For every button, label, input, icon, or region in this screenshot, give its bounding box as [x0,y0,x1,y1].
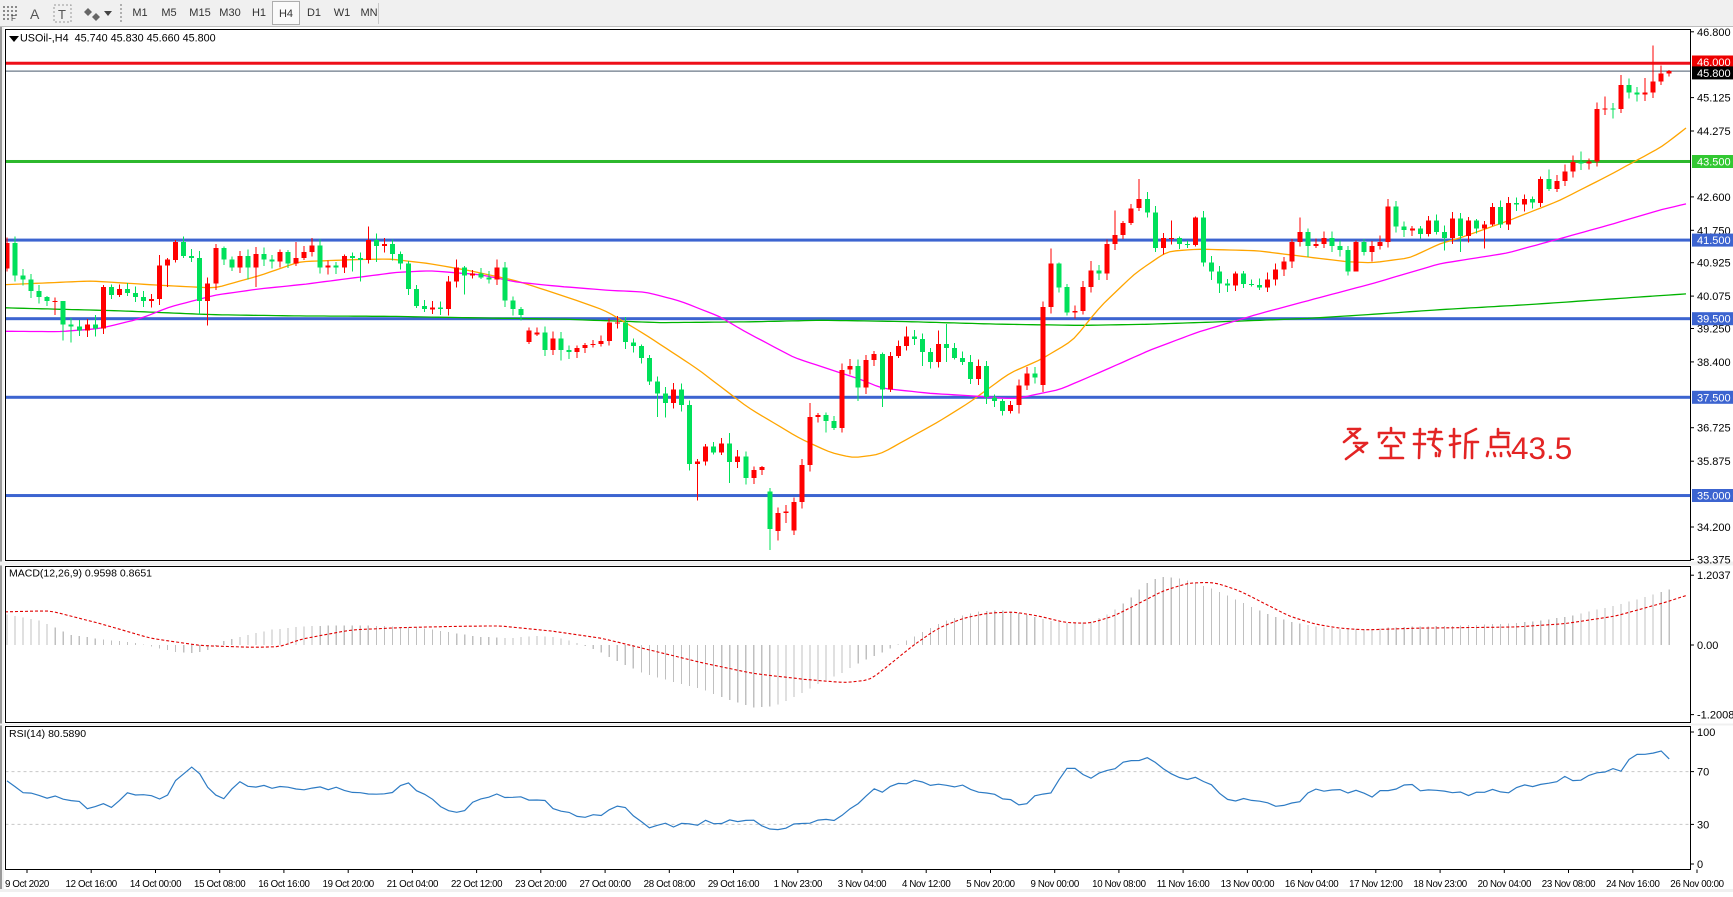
svg-text:A: A [30,6,40,22]
svg-text:37.500: 37.500 [1697,392,1731,404]
svg-text:34.200: 34.200 [1697,522,1731,534]
svg-text:0.00: 0.00 [1697,640,1718,652]
svg-text:33.375: 33.375 [1697,554,1731,566]
svg-text:30: 30 [1697,819,1709,831]
svg-text:27 Oct 00:00: 27 Oct 00:00 [579,879,631,890]
svg-text:28 Oct 08:00: 28 Oct 08:00 [644,879,696,890]
svg-text:40.925: 40.925 [1697,258,1731,270]
svg-text:10 Nov 08:00: 10 Nov 08:00 [1092,879,1146,890]
svg-text:9 Nov 00:00: 9 Nov 00:00 [1030,879,1079,890]
svg-text:46.000: 46.000 [1697,57,1731,69]
svg-text:24 Nov 16:00: 24 Nov 16:00 [1606,879,1660,890]
svg-text:1 Nov 23:00: 1 Nov 23:00 [774,879,823,890]
svg-text:RSI(14) 80.5890: RSI(14) 80.5890 [9,728,86,740]
svg-text:40.075: 40.075 [1697,291,1731,303]
svg-text:13 Nov 00:00: 13 Nov 00:00 [1221,879,1275,890]
svg-text:19 Oct 20:00: 19 Oct 20:00 [323,879,375,890]
svg-text:26 Nov 00:00: 26 Nov 00:00 [1670,879,1724,890]
svg-text:USOil-,H4 45.740 45.830 45.66: USOil-,H4 45.740 45.830 45.660 45.800 [20,33,216,45]
svg-text:-1.2008: -1.2008 [1697,710,1733,722]
svg-text:20 Nov 04:00: 20 Nov 04:00 [1478,879,1532,890]
svg-text:23 Oct 20:00: 23 Oct 20:00 [515,879,567,890]
svg-text:29 Oct 16:00: 29 Oct 16:00 [708,879,760,890]
svg-text:44.275: 44.275 [1697,126,1731,138]
svg-text:35.875: 35.875 [1697,456,1731,468]
svg-text:18 Nov 23:00: 18 Nov 23:00 [1413,879,1467,890]
svg-text:38.400: 38.400 [1697,357,1731,369]
svg-text:4 Nov 12:00: 4 Nov 12:00 [902,879,951,890]
svg-text:T: T [58,7,66,22]
svg-text:16 Nov 04:00: 16 Nov 04:00 [1285,879,1339,890]
svg-text:11 Nov 16:00: 11 Nov 16:00 [1157,879,1211,890]
svg-text:39.500: 39.500 [1697,314,1731,326]
svg-text:45.125: 45.125 [1697,93,1731,105]
svg-text:MACD(12,26,9) 0.9598 0.8651: MACD(12,26,9) 0.9598 0.8651 [9,568,152,580]
svg-text:1.2037: 1.2037 [1697,570,1731,582]
svg-text:43.500: 43.500 [1697,157,1731,169]
svg-text:14 Oct 00:00: 14 Oct 00:00 [130,879,182,890]
svg-text:12 Oct 16:00: 12 Oct 16:00 [66,879,118,890]
svg-text:39.250: 39.250 [1697,324,1731,336]
svg-text:22 Oct 12:00: 22 Oct 12:00 [451,879,503,890]
svg-text:36.725: 36.725 [1697,423,1731,435]
svg-text:5 Nov 20:00: 5 Nov 20:00 [966,879,1015,890]
svg-text:16 Oct 16:00: 16 Oct 16:00 [258,879,310,890]
svg-text:15 Oct 08:00: 15 Oct 08:00 [194,879,246,890]
svg-text:100: 100 [1697,727,1715,739]
svg-text:42.600: 42.600 [1697,192,1731,204]
svg-text:F: F [11,14,16,23]
svg-text:35.000: 35.000 [1697,491,1731,503]
svg-text:46.800: 46.800 [1697,27,1731,39]
svg-text:3 Nov 04:00: 3 Nov 04:00 [838,879,887,890]
svg-text:9 Oct 2020: 9 Oct 2020 [5,879,50,890]
svg-text:17 Nov 12:00: 17 Nov 12:00 [1349,879,1403,890]
svg-text:70: 70 [1697,767,1709,779]
svg-text:23 Nov 08:00: 23 Nov 08:00 [1542,879,1596,890]
svg-text:45.800: 45.800 [1697,68,1731,80]
svg-text:41.500: 41.500 [1697,235,1731,247]
svg-text:43.5: 43.5 [1511,430,1572,466]
svg-text:21 Oct 04:00: 21 Oct 04:00 [387,879,439,890]
svg-text:0: 0 [1697,859,1703,871]
